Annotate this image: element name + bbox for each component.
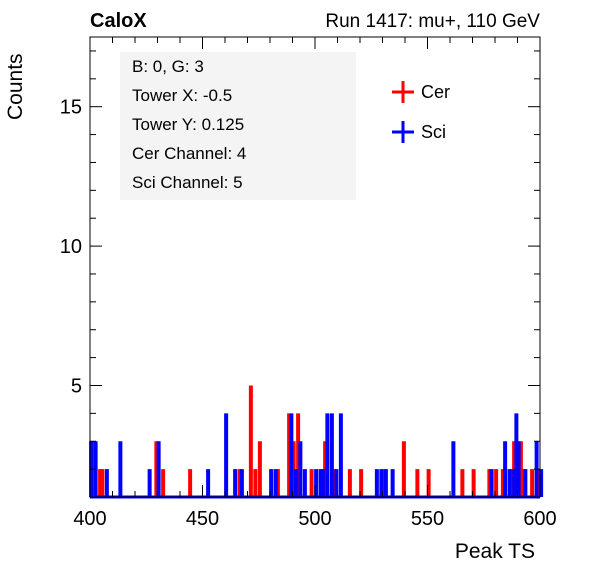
- info-line: B: 0, G: 3: [132, 57, 204, 76]
- x-tick-label: 550: [411, 508, 444, 530]
- x-tick-label: 400: [73, 508, 106, 530]
- x-axis-title: Peak TS: [455, 540, 535, 563]
- y-tick-label: 10: [60, 236, 82, 258]
- info-line: Cer Channel: 4: [132, 144, 246, 163]
- tick-labels: 400 450 500 550 600 5 10 15: [60, 97, 557, 530]
- info-lines: B: 0, G: 3 Tower X: -0.5 Tower Y: 0.125 Cer…: [132, 57, 246, 192]
- y-axis-title: Counts: [4, 53, 27, 120]
- info-box: [120, 52, 356, 200]
- y-tick-label: 15: [60, 97, 82, 119]
- x-tick-label: 600: [523, 508, 556, 530]
- chart-title: CaloX: [90, 10, 147, 32]
- x-tick-label: 450: [186, 508, 219, 530]
- axis-ticks: [89, 37, 541, 498]
- info-line: Sci Channel: 5: [132, 173, 243, 192]
- legend-label-sci: Sci: [421, 122, 446, 142]
- info-line: Tower Y: 0.125: [132, 115, 244, 134]
- info-line: Tower X: -0.5: [132, 86, 232, 105]
- y-tick-label: 5: [71, 375, 82, 397]
- x-tick-label: 500: [298, 508, 331, 530]
- legend-label-cer: Cer: [421, 82, 450, 102]
- run-label: Run 1417: mu+, 110 GeV: [325, 11, 540, 32]
- legend: Cer Sci: [392, 81, 450, 143]
